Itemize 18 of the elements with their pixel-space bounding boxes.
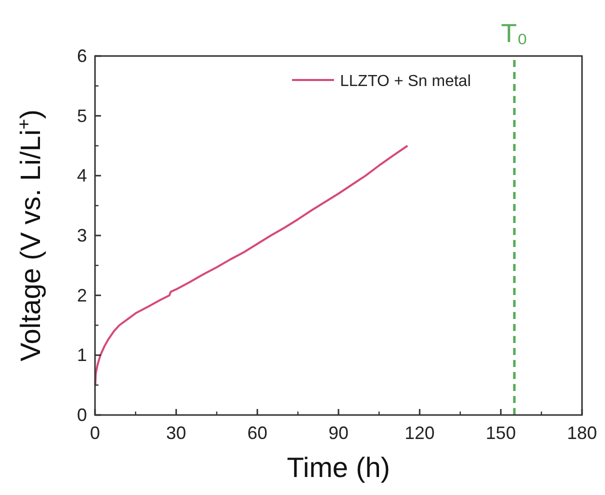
x-tick-label: 90 xyxy=(328,423,349,443)
x-tick-label: 120 xyxy=(404,423,435,443)
x-tick-label: 30 xyxy=(166,423,186,443)
y-tick-label: 5 xyxy=(76,106,87,126)
y-tick-label: 3 xyxy=(76,226,87,246)
x-tick-label: 0 xyxy=(90,423,100,443)
y-tick-label: 6 xyxy=(76,46,87,66)
x-axis-title: Time (h) xyxy=(286,452,390,483)
ref-line-label: T₀ xyxy=(501,18,528,48)
y-tick-label: 2 xyxy=(76,285,87,306)
line-series xyxy=(94,144,408,386)
legend-label: LLZTO + Sn metal xyxy=(340,73,471,90)
y-tick-label: 1 xyxy=(76,345,87,366)
y-tick-label: 0 xyxy=(76,405,87,425)
y-tick-label: 4 xyxy=(76,166,87,186)
x-tick-label: 60 xyxy=(247,423,268,443)
x-tick-label: 150 xyxy=(486,423,516,443)
x-tick-label: 180 xyxy=(566,423,598,443)
